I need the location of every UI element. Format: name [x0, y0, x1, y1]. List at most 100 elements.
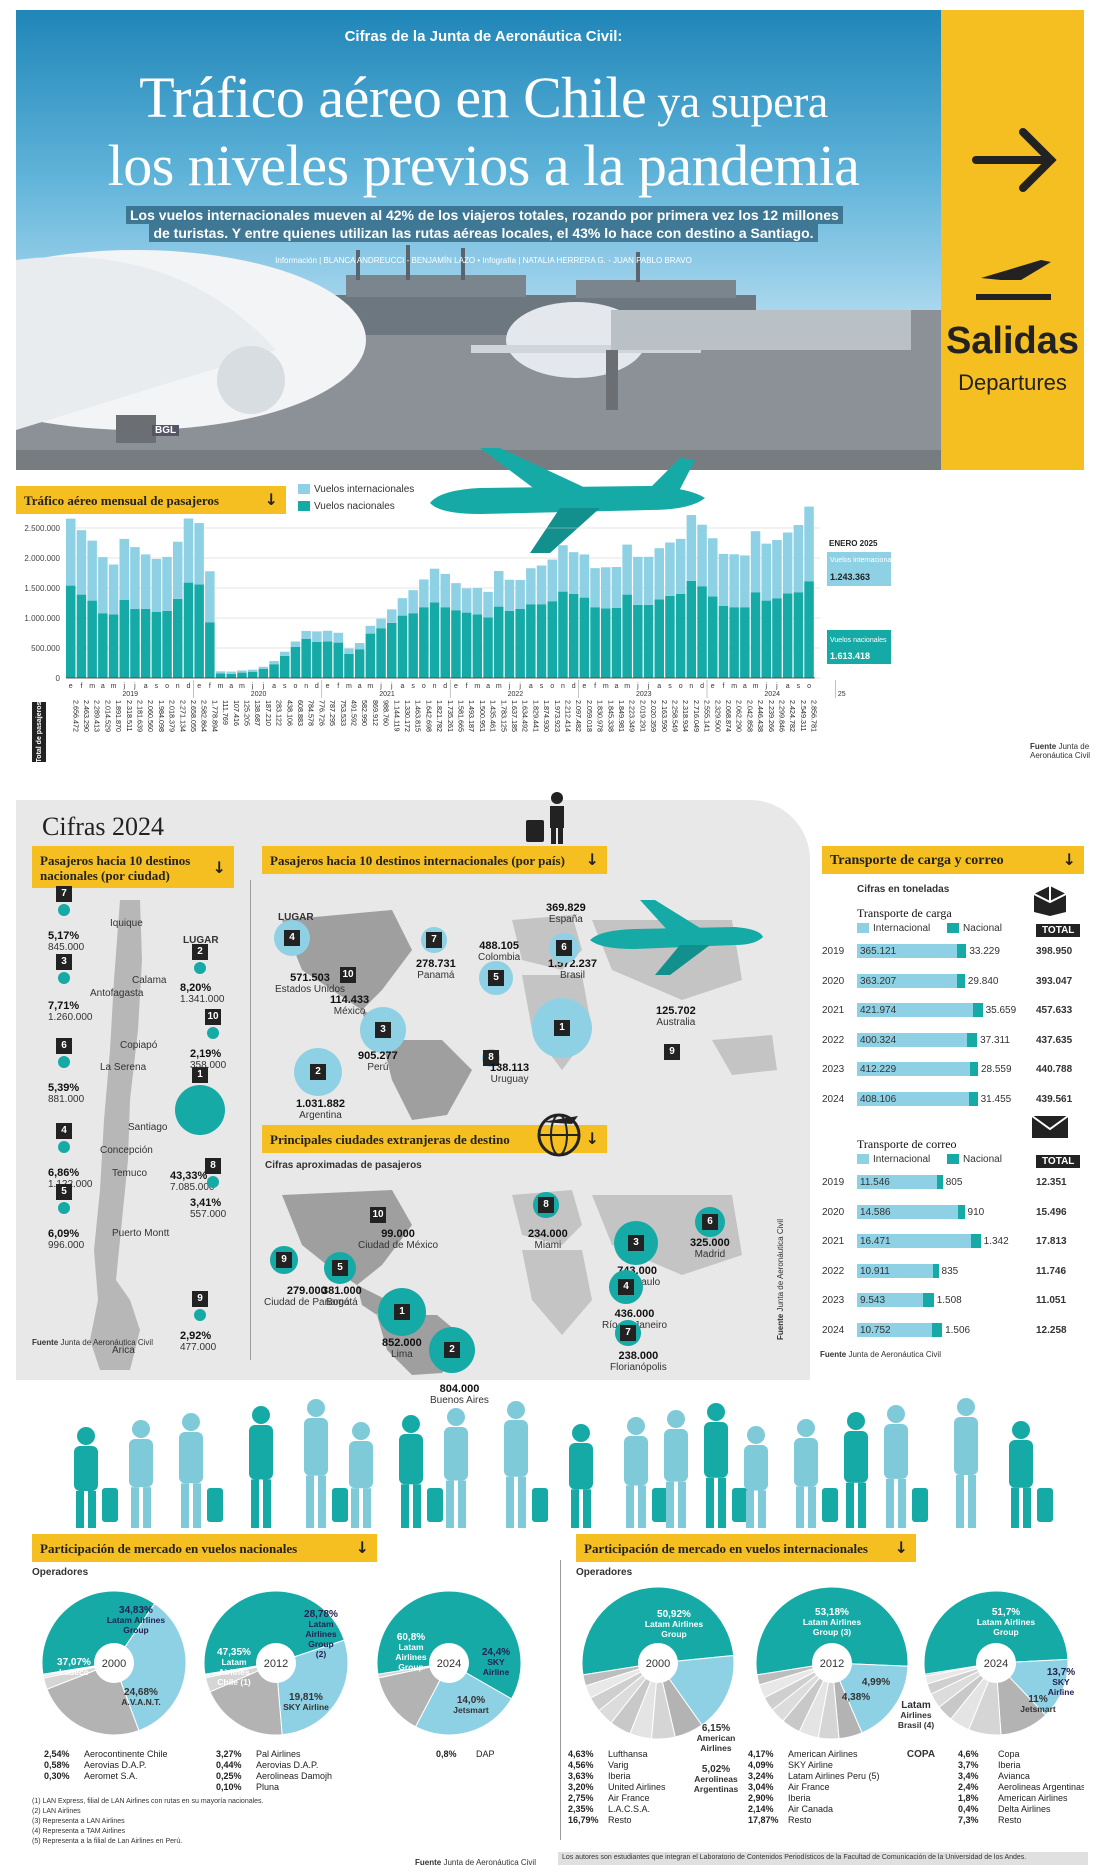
pie-label: (2)	[316, 1649, 327, 1659]
year-label: 2021	[379, 691, 395, 698]
month-label: d	[315, 683, 319, 690]
bar-internacional	[215, 671, 226, 674]
month-label: f	[209, 683, 211, 690]
list-value: 0,10%	[216, 1782, 242, 1792]
list-name: Aeromet S.A.	[84, 1771, 138, 1781]
bar-nac	[931, 1322, 943, 1337]
nat-value-label: 2,92% 477.000	[180, 1330, 216, 1353]
traveler-body	[844, 1431, 868, 1483]
bar-nacional	[782, 593, 793, 678]
traveler-head	[847, 1412, 865, 1430]
total-label: 582.990	[360, 700, 369, 726]
int-value-label: 138.113 Uruguay	[490, 1062, 529, 1085]
pie-label: 4,38%	[842, 1692, 870, 1703]
list-name: Resto	[998, 1815, 1022, 1825]
pie-label: Latam	[901, 1700, 931, 1711]
pie-year: 2024	[437, 1658, 461, 1670]
bar-nacional	[601, 608, 611, 678]
cargo-year: 2024	[822, 1093, 845, 1105]
int-value-label: 905.277 Perú	[358, 1050, 398, 1073]
bar-nacional	[387, 622, 397, 678]
total-label: 784.578	[307, 700, 316, 726]
nat-value-label: 6,09% 996.000	[48, 1228, 84, 1251]
bar-nacional	[536, 604, 547, 678]
nat-rank: 5	[56, 1184, 72, 1200]
traveler-leg	[1023, 1487, 1031, 1528]
nat-value-label: 3,41% 557.000	[190, 1197, 226, 1220]
nat-bubble	[58, 972, 70, 984]
total-label: 1.435.461	[489, 700, 498, 732]
pie-label: Group	[398, 1662, 424, 1672]
bar-nac	[966, 1032, 978, 1047]
bar-internacional	[708, 538, 718, 597]
bar-nacional	[87, 600, 97, 678]
list-name: DAP	[476, 1749, 495, 1759]
bar-nacional	[237, 672, 247, 678]
pie-slice	[209, 1662, 283, 1736]
bar-nacional	[547, 601, 557, 678]
list-name: Aerovias D.A.P.	[256, 1760, 318, 1770]
pie-label: Airlines	[395, 1652, 426, 1662]
pie-label: Airlines	[900, 1710, 931, 1720]
legend-nac-label: Nacional	[963, 1154, 1002, 1165]
list-name: American Airlines	[998, 1793, 1068, 1803]
list-value: 3,04%	[748, 1782, 774, 1792]
jan-int-box	[827, 552, 891, 586]
traveler-silhouette	[304, 1399, 348, 1528]
nat-rank: 1	[192, 1067, 208, 1083]
bar-int	[857, 1263, 933, 1278]
traveler-head	[667, 1410, 685, 1428]
month-label: e	[197, 683, 201, 690]
sign-icons	[972, 128, 1057, 300]
bar-internacional	[461, 588, 472, 613]
bar-nacional	[504, 610, 515, 678]
traveler-silhouette	[74, 1427, 118, 1528]
month-label: a	[529, 683, 533, 690]
month-label: n	[689, 683, 693, 690]
bar-internacional	[761, 543, 771, 601]
int-value: 488.105	[479, 940, 519, 952]
market-share-pies: 2000 2012 2024 2000 2012 2024 37,07%Ladeco 34,8…	[41, 1586, 1084, 1825]
traveler-body	[569, 1443, 593, 1490]
traveler-body	[74, 1446, 98, 1491]
traveler-leg	[808, 1486, 816, 1528]
bar-nacional	[804, 581, 814, 678]
bar-internacional	[483, 591, 493, 618]
bar-nacional	[408, 613, 418, 678]
month-label: n	[304, 683, 308, 690]
bar-nac	[923, 1293, 934, 1307]
traveler-leg	[1011, 1487, 1019, 1528]
pie-label: Group	[308, 1639, 334, 1649]
pie-label: SKY	[487, 1657, 505, 1667]
authors-note: Los autores son estudiantes que integran…	[558, 1852, 1088, 1865]
pie-year: 2012	[264, 1658, 288, 1670]
int-value: 408.106	[860, 1093, 897, 1105]
list-name: Air France	[788, 1782, 830, 1792]
traveler-head	[307, 1399, 325, 1417]
arrow-down-icon: ↓	[585, 850, 599, 869]
list-value: 3,20%	[568, 1782, 594, 1792]
int-value: 10.752	[860, 1324, 891, 1336]
city-rank: 5	[332, 1260, 348, 1276]
list-value: 3,4%	[958, 1771, 979, 1781]
bar-internacional	[451, 583, 461, 611]
bar-nacional	[226, 673, 236, 678]
int-value: 905.277	[358, 1050, 398, 1062]
bar-int	[857, 1175, 938, 1189]
list-name: Air Canada	[788, 1804, 833, 1814]
total-label: 2.299.846	[777, 700, 786, 732]
cargo-title-text: Transporte de carga y correo	[830, 853, 1004, 868]
bar-internacional	[590, 568, 600, 608]
bar-nacional	[440, 607, 450, 678]
arrow-down-icon: ↓	[212, 858, 226, 877]
legend-nac-swatch	[947, 923, 960, 934]
bar-internacional	[782, 532, 793, 594]
bar-internacional	[793, 525, 804, 593]
bar-nacional	[697, 586, 707, 678]
month-label: j	[775, 683, 778, 690]
pie-label: Argentinas	[694, 1784, 739, 1794]
month-label: n	[176, 683, 180, 690]
bar-internacional	[494, 571, 504, 607]
pie-label: Latam	[221, 1657, 246, 1667]
total-label: 1.778.894	[210, 700, 219, 732]
